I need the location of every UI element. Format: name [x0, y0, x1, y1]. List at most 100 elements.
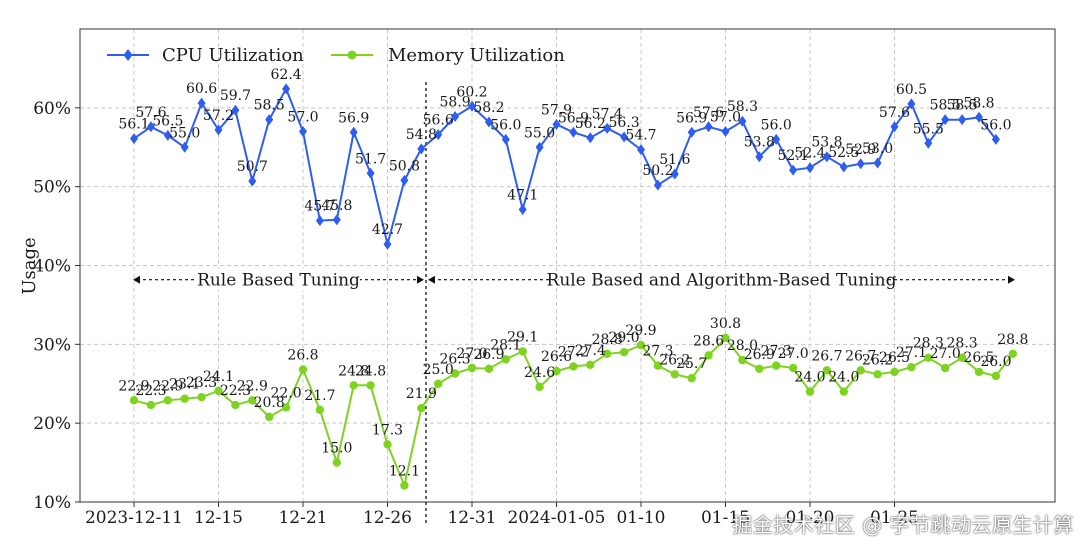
memory-point: [1008, 349, 1017, 358]
cpu-data-label: 55.0: [524, 125, 555, 141]
memory-data-label: 27.4: [575, 343, 606, 359]
cpu-point: [789, 164, 798, 176]
cpu-data-label: 56.0: [980, 117, 1011, 133]
memory-point: [738, 355, 747, 365]
cpu-data-label: 58.2: [473, 100, 504, 116]
memory-point: [653, 361, 663, 370]
memory-point: [907, 362, 916, 372]
cpu-data-label: 50.2: [642, 163, 673, 179]
cpu-point: [991, 133, 1000, 145]
memory-point: [349, 381, 358, 390]
cpu-point: [822, 151, 831, 163]
memory-data-label: 26.9: [473, 347, 504, 363]
cpu-point: [958, 114, 967, 126]
cpu-data-label: 45.7: [304, 199, 335, 215]
phase-rule-based-label: Rule Based Tuning: [197, 271, 360, 291]
cpu-point: [501, 133, 510, 145]
phase-rule-based-label-bg: [197, 268, 360, 291]
memory-data-label: 30.8: [710, 316, 741, 332]
memory-data-label: 24.0: [794, 370, 825, 386]
memory-data-label: 29.0: [609, 330, 640, 346]
phase-rule-based-arrow-left: [133, 275, 140, 284]
memory-point: [484, 364, 494, 373]
memory-point: [924, 353, 933, 362]
data-labels-layer: 56.157.656.555.060.657.259.750.758.562.4…: [118, 67, 1028, 480]
memory-data-label: 28.8: [592, 332, 623, 348]
cpu-data-label: 56.6: [423, 113, 454, 129]
cpu-point: [941, 114, 950, 126]
memory-point: [535, 382, 544, 392]
cpu-data-label: 62.4: [271, 67, 302, 83]
memory-point: [518, 347, 527, 356]
x-tick-label: 2023-12-11: [85, 508, 183, 528]
memory-data-label: 26.2: [862, 352, 893, 368]
cpu-point: [332, 214, 341, 226]
memory-data-label: 25.0: [423, 362, 454, 378]
memory-data-label: 26.2: [659, 352, 690, 368]
memory-point: [248, 396, 257, 405]
cpu-point: [738, 115, 747, 127]
cpu-data-label: 56.0: [761, 117, 792, 133]
cpu-data-label: 53.8: [811, 135, 842, 151]
cpu-data-label: 58.8: [963, 95, 994, 111]
cpu-point: [856, 158, 865, 170]
cpu-data-label: 58.5: [254, 98, 285, 114]
cpu-data-label: 60.6: [186, 81, 217, 97]
legend-memory-label: Memory Utilization: [388, 45, 565, 66]
memory-point: [400, 481, 409, 490]
memory-point: [298, 365, 308, 374]
cpu-point: [772, 133, 781, 145]
memory-data-label: 26.5: [879, 350, 910, 366]
memory-point: [839, 387, 848, 396]
legend-memory-marker: [347, 50, 357, 60]
memory-data-label: 26.3: [440, 352, 471, 368]
cpu-data-label: 45.8: [321, 198, 352, 214]
cpu-point: [907, 98, 916, 110]
phase-algorithm-based-label-bg: [558, 268, 885, 291]
memory-point: [163, 396, 172, 405]
cpu-data-label: 56.9: [338, 110, 369, 126]
cpu-point: [890, 121, 899, 133]
cpu-data-label: 57.9: [541, 102, 572, 118]
memory-data-label: 28.0: [727, 338, 758, 354]
cpu-point: [552, 118, 561, 130]
memory-point: [383, 440, 392, 449]
memory-point: [890, 367, 899, 377]
memory-point: [332, 458, 341, 467]
x-tick-label: 01-15: [701, 508, 750, 528]
memory-data-label: 21.9: [406, 386, 437, 402]
cpu-point: [214, 124, 223, 136]
cpu-data-label: 50.8: [389, 158, 420, 174]
cpu-point: [163, 129, 172, 141]
cpu-point: [620, 131, 629, 143]
cpu-point: [873, 157, 882, 169]
cpu-point: [417, 143, 426, 155]
memory-point: [434, 379, 443, 388]
memory-data-label: 28.8: [997, 332, 1028, 348]
cpu-point: [603, 122, 612, 134]
memory-point: [501, 355, 510, 364]
cpu-data-label: 55.5: [913, 121, 944, 137]
memory-data-label: 26.6: [541, 349, 572, 365]
cpu-data-label: 52.4: [794, 146, 825, 162]
memory-data-label: 23.3: [186, 375, 217, 391]
cpu-data-label: 42.7: [372, 222, 403, 238]
memory-data-label: 28.3: [947, 336, 978, 352]
cpu-data-label: 55.0: [169, 125, 200, 141]
cpu-point: [451, 111, 460, 123]
memory-point: [755, 364, 764, 373]
memory-data-label: 17.3: [372, 422, 403, 438]
cpu-data-label: 52.9: [845, 142, 876, 158]
y-tick-label: 50%: [33, 178, 71, 198]
cpu-point: [265, 114, 274, 126]
memory-point: [129, 396, 139, 405]
memory-point: [231, 400, 240, 410]
x-tick-label: 01-10: [616, 508, 665, 528]
memory-point: [991, 371, 1001, 381]
cpu-point: [299, 125, 307, 137]
memory-data-label: 12.1: [389, 463, 420, 479]
cpu-point: [687, 126, 696, 138]
cpu-data-label: 54.8: [406, 127, 437, 143]
cpu-point: [130, 133, 138, 145]
memory-data-label: 24.6: [524, 365, 555, 381]
